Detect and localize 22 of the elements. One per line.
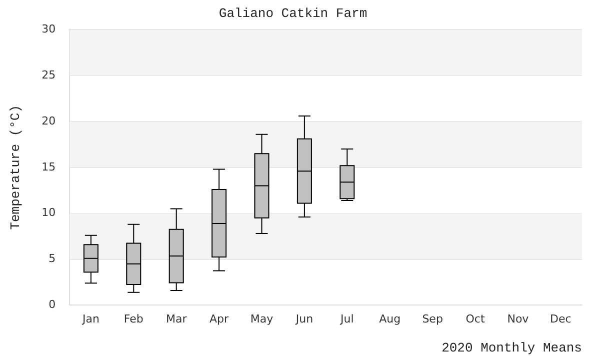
x-tick-label: Mar — [166, 312, 188, 326]
y-tick-label: 10 — [42, 206, 56, 220]
y-tick-label: 0 — [48, 298, 56, 312]
x-tick-label: Sep — [422, 312, 443, 326]
x-tick-label: Feb — [124, 312, 144, 326]
x-tick-label: Jul — [340, 312, 354, 326]
x-tick-label: Nov — [507, 312, 530, 326]
y-tick-label: 25 — [42, 68, 56, 82]
x-tick-label: May — [250, 312, 274, 326]
x-tick-label: Jun — [294, 312, 314, 326]
x-tick-label: Apr — [210, 312, 230, 326]
y-tick-label: 20 — [42, 114, 56, 128]
y-tick-label: 15 — [42, 160, 56, 174]
x-tick-label: Dec — [550, 312, 572, 326]
x-tick-label: Jan — [81, 312, 100, 326]
x-axis-title: 2020 Monthly Means — [442, 340, 582, 356]
y-tick-label: 30 — [42, 22, 56, 36]
y-tick-label: 5 — [48, 252, 56, 266]
chart-title: Galiano Catkin Farm — [218, 6, 368, 22]
x-tick-label: Aug — [379, 312, 401, 326]
x-tick-label: Oct — [466, 312, 486, 326]
y-axis-title: Temperature (°C) — [8, 104, 24, 230]
